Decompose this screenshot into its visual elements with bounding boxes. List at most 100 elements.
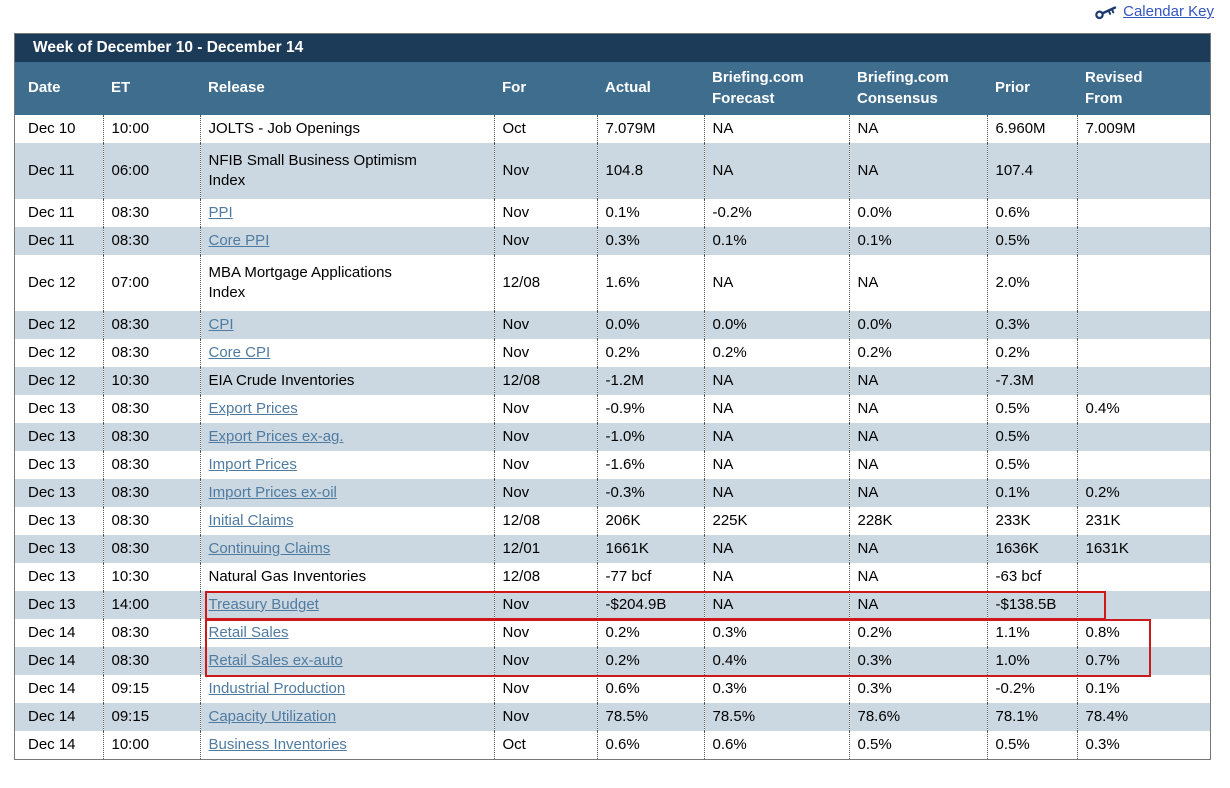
consensus-cell: NA [848, 535, 987, 563]
prior-cell: 0.5% [986, 451, 1077, 479]
for-cell: 12/08 [493, 367, 597, 395]
release-link[interactable]: PPI [208, 203, 233, 221]
forecast-cell: 0.2% [703, 339, 849, 367]
revised-cell [1076, 339, 1210, 367]
forecast-cell: 0.0% [703, 311, 849, 339]
date-cell: Dec 14 [28, 651, 76, 669]
et-cell: 08:30 [102, 423, 200, 451]
forecast-cell: 78.5% [703, 703, 849, 731]
release-link[interactable]: Continuing Claims [208, 539, 331, 557]
release-link[interactable]: Export Prices [208, 399, 298, 417]
release-cell: Retail Sales [199, 619, 494, 647]
forecast-cell: NA [703, 563, 849, 591]
revised-cell [1076, 311, 1210, 339]
for-cell: 12/08 [493, 563, 597, 591]
actual-cell: 1661K [596, 535, 704, 563]
release-link[interactable]: Core CPI [208, 343, 271, 361]
actual-cell: -0.3% [596, 479, 704, 507]
et-cell: 08:30 [102, 451, 200, 479]
release-link[interactable]: Initial Claims [208, 511, 294, 529]
release-link[interactable]: Industrial Production [208, 679, 346, 697]
week-title: Week of December 10 - December 14 [33, 39, 304, 56]
consensus-cell: 0.3% [848, 675, 987, 703]
revised-cell: 0.1% [1076, 675, 1210, 703]
date-cell: Dec 14 [28, 679, 76, 697]
forecast-cell: -0.2% [703, 199, 849, 227]
release-link[interactable]: Business Inventories [208, 735, 347, 753]
et-cell: 07:00 [102, 255, 200, 311]
week-title-bar: Week of December 10 - December 14 [15, 34, 1210, 62]
forecast-cell: 0.6% [703, 731, 849, 759]
et-cell: 10:30 [102, 367, 200, 395]
release-cell: NFIB Small Business Optimism Index [199, 143, 494, 199]
release-cell: Import Prices ex-oil [199, 479, 494, 507]
consensus-cell: 0.0% [848, 199, 987, 227]
et-cell: 09:15 [102, 703, 200, 731]
prior-cell: 78.1% [986, 703, 1077, 731]
date-cell: Dec 11 [28, 231, 75, 249]
et-cell: 08:30 [102, 339, 200, 367]
date-cell: Dec 13 [28, 539, 76, 557]
consensus-cell: NA [848, 367, 987, 395]
release-link[interactable]: Retail Sales ex-auto [208, 651, 343, 669]
for-cell: 12/01 [493, 535, 597, 563]
release-link[interactable]: Import Prices [208, 455, 297, 473]
release-cell: Continuing Claims [199, 535, 494, 563]
calendar-key-link[interactable]: Calendar Key [1094, 3, 1214, 20]
revised-cell [1076, 591, 1210, 619]
consensus-cell: NA [848, 479, 987, 507]
for-cell: Nov [493, 619, 597, 647]
table-row: Dec 11 08:30 PPI Nov 0.1% -0.2% 0.0% 0.6% [15, 199, 1210, 227]
release-link[interactable]: Capacity Utilization [208, 707, 337, 725]
actual-cell: -77 bcf [596, 563, 704, 591]
revised-cell [1076, 563, 1210, 591]
release-cell: MBA Mortgage Applications Index [199, 255, 494, 311]
forecast-cell: 0.3% [703, 619, 849, 647]
actual-cell: 206K [596, 507, 704, 535]
release-link[interactable]: Export Prices ex-ag. [208, 427, 344, 445]
forecast-cell: NA [703, 535, 849, 563]
for-cell: Nov [493, 227, 597, 255]
actual-cell: 0.6% [596, 731, 704, 759]
column-header-for: For [494, 62, 597, 115]
revised-cell [1076, 143, 1210, 199]
date-cell: Dec 14 [28, 707, 76, 725]
date-cell: Dec 13 [28, 483, 76, 501]
date-cell: Dec 11 [28, 161, 75, 179]
prior-cell: 0.3% [986, 311, 1077, 339]
topbar: Calendar Key [1094, 3, 1214, 25]
prior-cell: 1.0% [986, 647, 1077, 675]
economic-calendar-table: Date ET Release For Actual Briefing.com Forec… [15, 62, 1210, 759]
release-link[interactable]: Import Prices ex-oil [208, 483, 337, 501]
release-link[interactable]: Core PPI [208, 231, 270, 249]
revised-cell: 0.3% [1076, 731, 1210, 759]
forecast-cell: NA [703, 479, 849, 507]
release-link[interactable]: CPI [208, 315, 234, 333]
prior-cell: 0.5% [986, 395, 1077, 423]
forecast-cell: NA [703, 367, 849, 395]
consensus-cell: 228K [848, 507, 987, 535]
revised-cell [1076, 367, 1210, 395]
release-link[interactable]: Retail Sales [208, 623, 289, 641]
column-header-release: Release [200, 62, 494, 115]
column-header-actual: Actual [597, 62, 704, 115]
table-row: Dec 12 08:30 Core CPI Nov 0.2% 0.2% 0.2% 0.2% [15, 339, 1210, 367]
release-cell: PPI [199, 199, 494, 227]
release-link[interactable]: Treasury Budget [208, 595, 319, 613]
prior-cell: -$138.5B [986, 591, 1077, 619]
date-cell: Dec 11 [28, 203, 75, 221]
release-cell: Industrial Production [199, 675, 494, 703]
prior-cell: 0.2% [986, 339, 1077, 367]
table-row: Dec 13 08:30 Initial Claims 12/08 206K 225K 22… [15, 507, 1210, 535]
release-cell: Business Inventories [199, 731, 494, 759]
release-cell: Retail Sales ex-auto [199, 647, 494, 675]
et-cell: 08:30 [102, 395, 200, 423]
for-cell: Nov [493, 339, 597, 367]
actual-cell: 0.6% [596, 675, 704, 703]
table-row: Dec 13 10:30 Natural Gas Inventories 12/08-… [15, 563, 1210, 591]
date-cell: Dec 14 [28, 735, 76, 753]
table-row: Dec 11 06:00 NFIB Small Business Optimism … [15, 143, 1210, 199]
et-cell: 10:00 [102, 731, 200, 759]
table-row: Dec 13 14:00 Treasury Budget Nov -$204.9B NA N… [15, 591, 1210, 619]
